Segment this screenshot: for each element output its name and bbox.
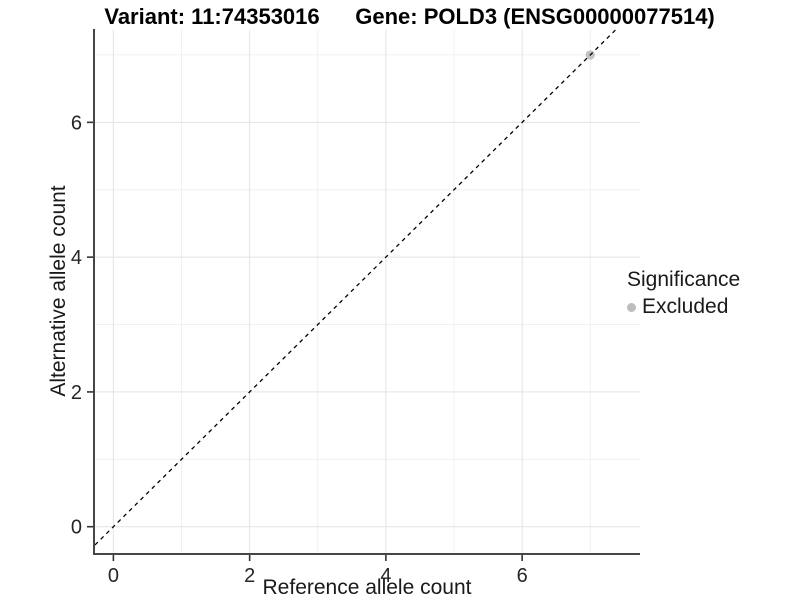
x-axis-title: Reference allele count — [262, 576, 472, 599]
identity-line — [94, 29, 616, 546]
chart-canvas: 0 2 4 6 0 2 4 6 — [71, 29, 640, 587]
plot-panel: 0 2 4 6 0 2 4 6 — [71, 29, 640, 587]
x-tick-label: 2 — [244, 565, 255, 587]
x-tick-label: 0 — [108, 565, 119, 587]
plot-title-gene: Gene: POLD3 (ENSG00000077514) — [355, 4, 715, 29]
legend-item-excluded: Excluded — [627, 295, 740, 319]
y-axis-title: Alternative allele count — [47, 185, 70, 397]
x-tick-label: 6 — [517, 565, 528, 587]
y-tick-label: 4 — [71, 247, 82, 269]
legend-item-label: Excluded — [642, 295, 729, 318]
excluded-point-icon — [627, 302, 636, 312]
legend: Significance Excluded — [627, 268, 740, 319]
y-tick-label: 6 — [71, 112, 82, 134]
y-tick-label: 0 — [71, 517, 82, 539]
plot-title-variant: Variant: 11:74353016 — [104, 4, 320, 29]
legend-title: Significance — [627, 268, 741, 291]
y-tick-label: 2 — [71, 382, 82, 404]
x-tick-label: 4 — [380, 565, 391, 587]
